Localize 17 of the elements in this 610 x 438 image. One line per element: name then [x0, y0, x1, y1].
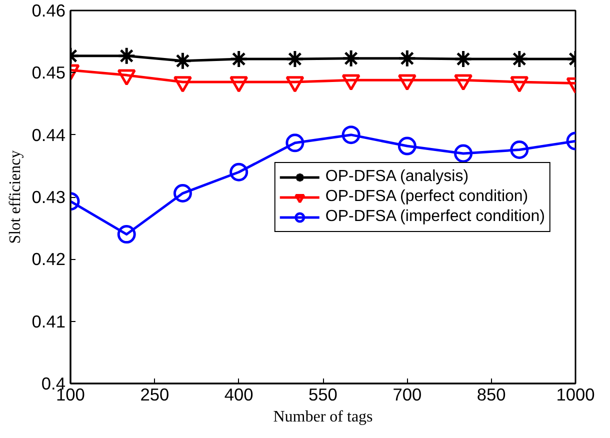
y-tick-label: 0.46: [32, 0, 66, 20]
legend-label: OP-DFSA (imperfect condition): [325, 208, 545, 226]
x-tick-label: 700: [392, 384, 422, 404]
x-tick-label: 1000: [556, 384, 595, 404]
x-tick-label: 250: [140, 384, 170, 404]
x-tick-label: 550: [308, 384, 338, 404]
y-axis-title: Slot efficiency: [6, 150, 24, 244]
y-tick-label: 0.43: [32, 187, 66, 207]
legend-label: OP-DFSA (perfect condition): [325, 188, 528, 206]
x-tick-label: 400: [224, 384, 254, 404]
legend-label: OP-DFSA (analysis): [325, 168, 469, 186]
y-tick-label: 0.42: [32, 249, 66, 270]
y-tick-label: 0.45: [32, 62, 66, 83]
y-tick-label: 0.44: [32, 124, 66, 145]
x-axis-title: Number of tags: [273, 408, 373, 426]
x-tick-label: 850: [476, 384, 506, 404]
y-tick-label: 0.41: [32, 311, 66, 332]
